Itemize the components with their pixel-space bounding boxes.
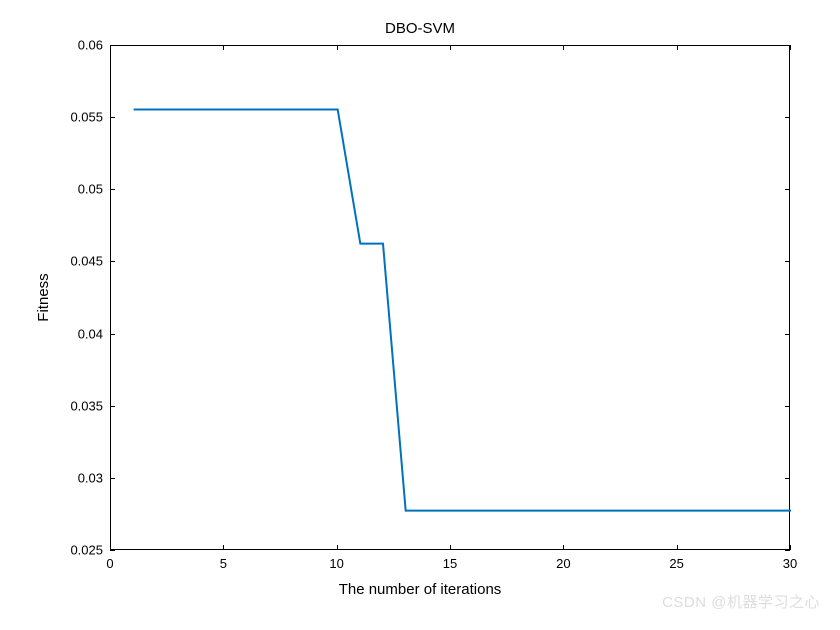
x-tick-mark: [677, 545, 678, 550]
plot-area: [110, 45, 790, 550]
y-tick-mark: [785, 334, 790, 335]
x-tick-label: 30: [783, 556, 797, 571]
y-tick-mark: [785, 478, 790, 479]
y-tick-label: 0.025: [55, 543, 103, 558]
y-tick-label: 0.05: [55, 182, 103, 197]
y-tick-mark: [785, 406, 790, 407]
x-tick-label: 5: [220, 556, 227, 571]
x-tick-mark: [790, 545, 791, 550]
y-tick-mark: [110, 550, 115, 551]
x-tick-mark: [563, 45, 564, 50]
y-tick-mark: [785, 45, 790, 46]
line-series-svg: [111, 46, 791, 551]
x-tick-label: 15: [443, 556, 457, 571]
y-tick-mark: [110, 45, 115, 46]
y-tick-label: 0.055: [55, 110, 103, 125]
y-tick-label: 0.035: [55, 398, 103, 413]
y-tick-mark: [110, 406, 115, 407]
y-tick-mark: [785, 550, 790, 551]
y-tick-label: 0.045: [55, 254, 103, 269]
y-tick-label: 0.04: [55, 326, 103, 341]
x-tick-mark: [450, 545, 451, 550]
x-tick-mark: [337, 45, 338, 50]
y-tick-mark: [110, 334, 115, 335]
y-tick-mark: [110, 117, 115, 118]
chart-title: DBO-SVM: [0, 20, 840, 37]
y-tick-mark: [110, 261, 115, 262]
x-tick-mark: [223, 45, 224, 50]
x-tick-mark: [337, 545, 338, 550]
line-series: [134, 109, 791, 510]
x-tick-mark: [790, 45, 791, 50]
y-tick-mark: [785, 261, 790, 262]
x-tick-mark: [563, 545, 564, 550]
x-tick-label: 10: [329, 556, 343, 571]
y-tick-label: 0.03: [55, 470, 103, 485]
y-tick-mark: [785, 189, 790, 190]
y-tick-mark: [110, 189, 115, 190]
y-tick-mark: [110, 478, 115, 479]
x-tick-label: 0: [106, 556, 113, 571]
figure: DBO-SVM The number of iterations Fitness…: [0, 0, 840, 630]
x-tick-label: 25: [669, 556, 683, 571]
x-tick-mark: [223, 545, 224, 550]
x-tick-label: 20: [556, 556, 570, 571]
y-tick-label: 0.06: [55, 38, 103, 53]
watermark-text: CSDN @机器学习之心: [662, 591, 820, 612]
x-tick-mark: [450, 45, 451, 50]
y-axis-label: Fitness: [35, 45, 52, 550]
y-tick-mark: [785, 117, 790, 118]
x-tick-mark: [677, 45, 678, 50]
